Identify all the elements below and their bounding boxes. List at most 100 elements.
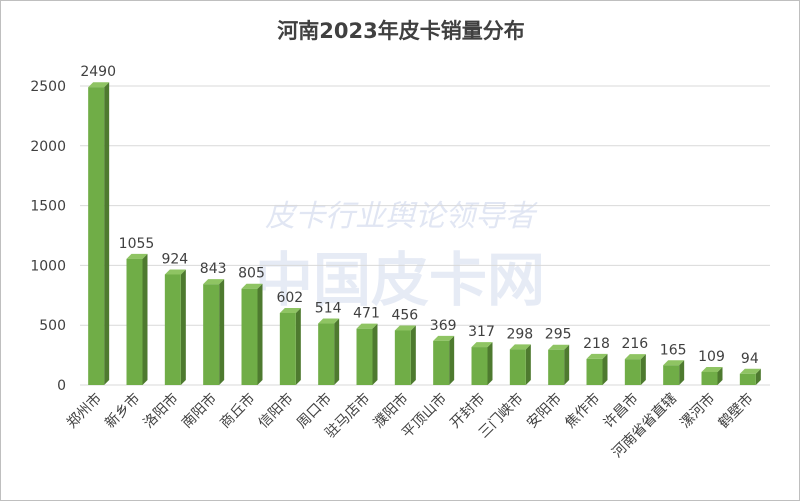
bar-front xyxy=(88,87,105,386)
data-label: 1055 xyxy=(119,236,155,252)
bar-side xyxy=(219,279,225,385)
x-tick-label: 鹤壁市 xyxy=(715,390,757,432)
data-label: 2490 xyxy=(80,64,116,80)
data-label: 456 xyxy=(391,307,418,323)
bar-top xyxy=(126,253,148,259)
bar-front xyxy=(394,330,411,385)
bar-side xyxy=(564,344,570,385)
bar-front xyxy=(663,365,680,385)
bar xyxy=(356,323,378,385)
data-labels: 2490 1055 924 843 805 602 514 471 456 369 317 298 29… xyxy=(80,64,758,367)
data-label: 94 xyxy=(741,351,759,367)
bar-side xyxy=(449,335,455,385)
bar-side xyxy=(372,323,378,385)
bar-top xyxy=(624,354,646,360)
bar-side xyxy=(525,344,531,385)
bar xyxy=(433,335,455,385)
bar-front xyxy=(548,349,565,385)
y-tick-label: 2000 xyxy=(30,139,66,155)
bar-top xyxy=(701,366,723,372)
bar xyxy=(663,360,685,385)
bar-top xyxy=(279,308,301,314)
bar-side xyxy=(487,342,493,385)
data-label: 805 xyxy=(238,266,265,282)
x-tick-label: 南阳市 xyxy=(178,390,220,432)
x-tick-label: 新乡市 xyxy=(102,390,144,432)
bar-front xyxy=(624,359,641,385)
bar xyxy=(739,368,761,385)
bars xyxy=(88,82,761,386)
bar-front xyxy=(471,347,488,385)
bar xyxy=(126,253,148,385)
data-label: 216 xyxy=(621,336,648,352)
bar-top xyxy=(471,342,493,348)
bar xyxy=(241,283,263,385)
bar-front xyxy=(509,349,526,385)
y-tick-label: 0 xyxy=(57,378,66,394)
data-label: 602 xyxy=(276,290,303,306)
bar-top xyxy=(203,279,225,285)
x-tick-label: 郑州市 xyxy=(63,390,105,432)
chart-title: 河南2023年皮卡销量分布 xyxy=(277,19,525,43)
data-label: 369 xyxy=(430,318,457,334)
bar xyxy=(471,342,493,385)
x-tick-label: 焦作市 xyxy=(562,390,604,432)
bar xyxy=(203,279,225,385)
bar-side xyxy=(334,318,340,385)
bar-side xyxy=(602,353,608,385)
bar-top xyxy=(164,269,186,275)
bar xyxy=(624,354,646,385)
bar-front xyxy=(203,284,220,385)
bar-front xyxy=(701,371,718,385)
bar-front xyxy=(356,328,373,385)
data-label: 165 xyxy=(660,342,687,358)
bar-side xyxy=(717,366,723,385)
data-label: 514 xyxy=(315,301,342,317)
bar-top xyxy=(509,344,531,350)
bar-top xyxy=(356,323,378,329)
bar xyxy=(586,353,608,385)
bar-front xyxy=(279,313,296,385)
y-tick-label: 500 xyxy=(39,318,66,334)
x-tick-label: 商丘市 xyxy=(217,390,259,432)
x-tick-label: 安阳市 xyxy=(523,390,565,432)
bar-front xyxy=(126,258,143,385)
bar-front xyxy=(241,288,258,385)
data-label: 298 xyxy=(506,326,533,342)
data-label: 317 xyxy=(468,324,495,340)
bar-top xyxy=(663,360,685,366)
bar-front xyxy=(586,358,603,385)
bar-side xyxy=(410,325,416,385)
x-tick-label: 信阳市 xyxy=(255,390,297,432)
data-label: 109 xyxy=(698,349,725,365)
data-label: 218 xyxy=(583,336,610,352)
bar-side xyxy=(142,253,148,385)
y-axis-ticks: 0 500 1000 1500 2000 2500 xyxy=(30,79,66,394)
bar-side xyxy=(679,360,685,385)
bar-top xyxy=(318,318,340,324)
y-tick-label: 1500 xyxy=(30,199,66,215)
data-label: 295 xyxy=(545,327,572,343)
y-tick-label: 1000 xyxy=(30,258,66,274)
bar-front xyxy=(164,274,181,385)
bar-front xyxy=(433,340,450,385)
bar-front xyxy=(318,323,335,385)
bar-top xyxy=(433,335,455,341)
y-tick-label: 2500 xyxy=(30,79,66,95)
data-label: 843 xyxy=(200,261,227,277)
bar-side xyxy=(104,82,110,386)
bar-top xyxy=(548,344,570,350)
bar xyxy=(394,325,416,385)
bar xyxy=(701,366,723,385)
x-axis-ticks: 郑州市新乡市洛阳市南阳市商丘市信阳市周口市驻马店市濮阳市平顶山市开封市三门峡市安… xyxy=(63,390,756,461)
x-tick-label: 漯河市 xyxy=(677,390,719,432)
bar xyxy=(318,318,340,385)
bar xyxy=(509,344,531,385)
bar-side xyxy=(295,308,301,385)
bar-top xyxy=(586,353,608,359)
data-label: 924 xyxy=(161,251,188,267)
bar xyxy=(164,269,186,385)
bar-side xyxy=(640,354,646,385)
bar-front xyxy=(739,373,756,385)
bar-top xyxy=(394,325,416,331)
